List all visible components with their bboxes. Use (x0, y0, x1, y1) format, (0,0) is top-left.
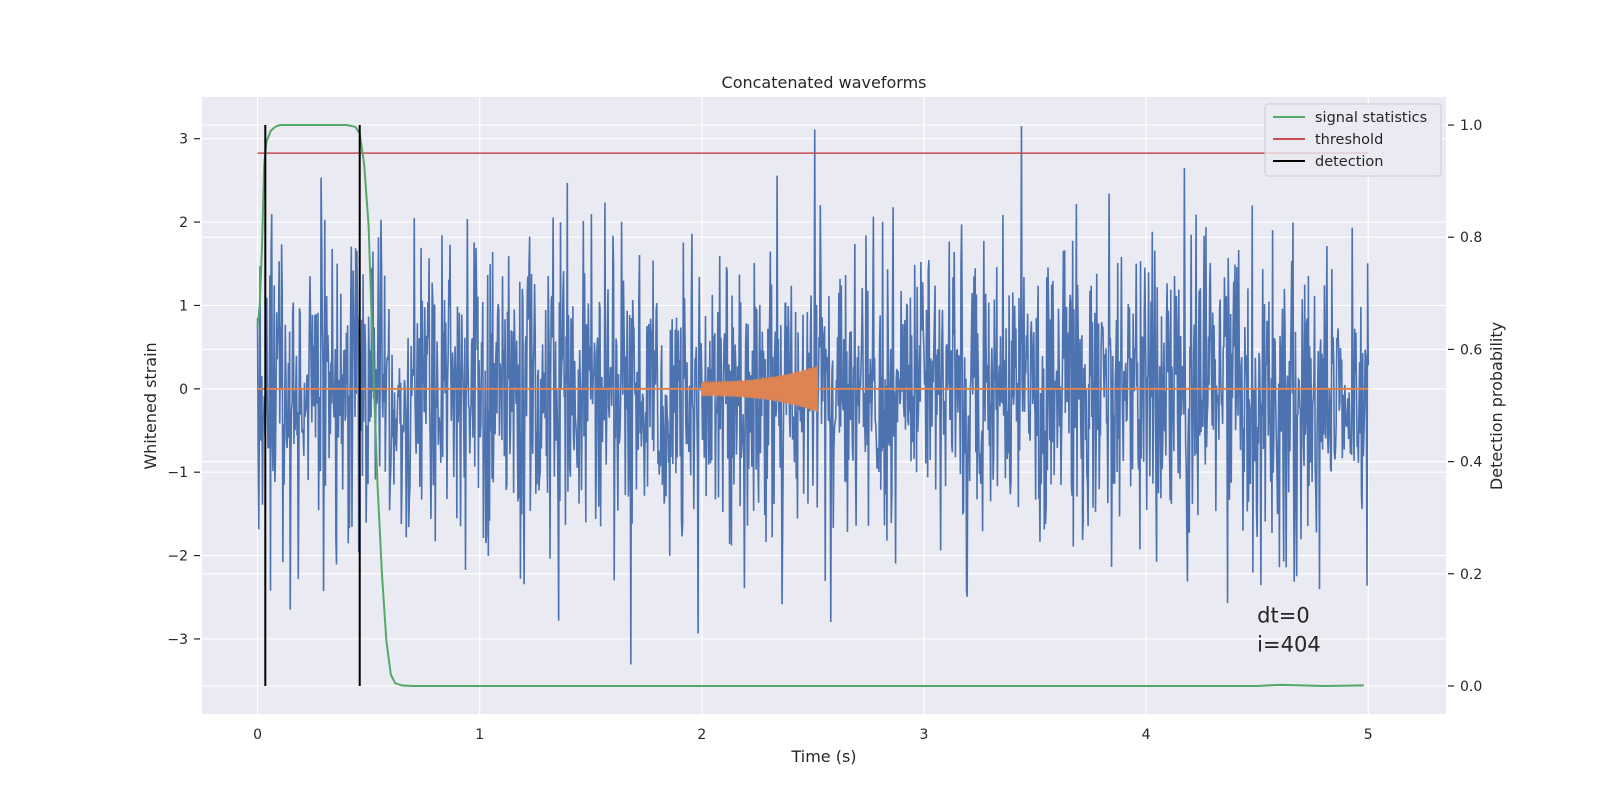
y-axis-label: Whitened strain (141, 342, 160, 469)
annotations: dt=0 i=404 (1257, 603, 1321, 656)
x-tick-label: 5 (1364, 727, 1373, 743)
y-tick-label: 2 (179, 215, 188, 231)
chart-title: Concatenated waveforms (722, 73, 927, 92)
y-tick-label: 3 (179, 132, 188, 148)
x-tick-label: 4 (1142, 727, 1151, 743)
legend: signal statistics threshold detection (1264, 103, 1442, 177)
y-right-tick-label: 0.4 (1460, 455, 1482, 471)
chirp-waveform-series (701, 365, 819, 412)
y-right-tick-label: 0.6 (1460, 342, 1482, 358)
legend-box (1264, 103, 1442, 177)
y-right-tick-label: 0.8 (1460, 230, 1482, 246)
legend-label-detection: detection (1315, 154, 1383, 170)
x-tick-label: 1 (475, 727, 484, 743)
detection-lines (264, 125, 361, 686)
x-tick-label: 0 (253, 727, 262, 743)
whitened-strain-series (256, 126, 1370, 665)
y-right-tick-label: 0.2 (1460, 567, 1482, 583)
y-tick-label: 1 (179, 298, 188, 314)
legend-label-threshold: threshold (1315, 132, 1383, 148)
legend-label-signal-statistics: signal statistics (1315, 110, 1427, 126)
y-tick-label: 0 (179, 382, 188, 398)
x-tick-label: 2 (697, 727, 706, 743)
signal-statistics-line (256, 124, 1364, 687)
y-right-tick-label: 0.0 (1460, 679, 1482, 695)
y-tick-label: −2 (167, 549, 188, 565)
y-tick-label: −3 (167, 632, 188, 648)
series-layer (256, 124, 1370, 687)
x-tick-label: 3 (920, 727, 929, 743)
x-axis-label: Time (s) (790, 747, 856, 766)
annotation-index: i=404 (1257, 632, 1321, 656)
annotation-dt: dt=0 (1257, 603, 1310, 627)
axis-ticks: 0 1 2 3 4 5 −3 −2 −1 0 1 2 3 0.0 0.2 0.4 0.6 0.8 1.0 (167, 118, 1482, 743)
y-right-tick-label: 1.0 (1460, 118, 1482, 134)
y-tick-label: −1 (167, 465, 188, 481)
y-axis-right-label: Detection probability (1487, 322, 1506, 490)
